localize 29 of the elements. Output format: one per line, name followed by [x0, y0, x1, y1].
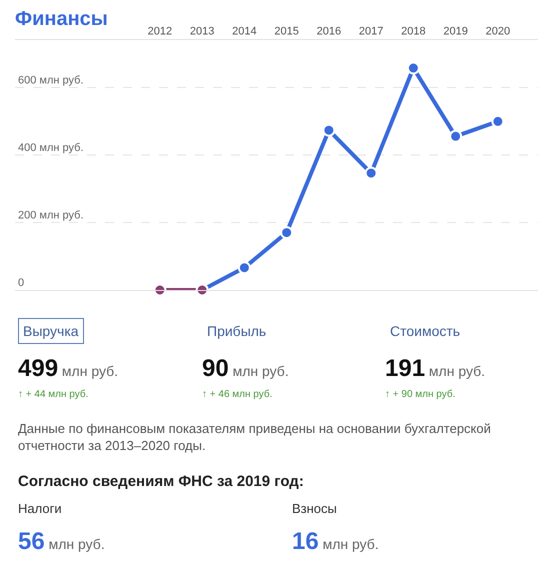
text: Данные по финансовым показателям приведены на основании бухгалтерской отчетности за 2013–2020 годы.	[18, 421, 491, 453]
text: Согласно сведениям ФНС за 2019 год:	[18, 473, 304, 490]
text: ↑ + 90 млн руб.	[385, 389, 456, 400]
x-tick-label: 2012	[148, 26, 172, 38]
text: Налоги	[18, 501, 62, 516]
text: Выручка	[23, 323, 79, 339]
x-tick-label: 2020	[486, 26, 510, 38]
chart-title: Финансы	[15, 8, 108, 30]
x-tick-label: 2015	[274, 26, 299, 38]
y-tick-label: 200 млн руб.	[18, 210, 84, 222]
text: Взносы	[292, 501, 337, 516]
x-tick-label: 2013	[190, 26, 214, 38]
x-tick-label: 2019	[443, 26, 468, 38]
text: 56 млн руб.	[18, 528, 105, 555]
x-tick-label: 2018	[401, 26, 426, 38]
text: Стоимость	[390, 323, 460, 339]
text: 191 млн руб.	[385, 355, 486, 382]
text: ↑ + 46 млн руб.	[202, 389, 272, 400]
x-tick-label: 2017	[358, 26, 384, 38]
y-tick-label: 600 млн руб.	[18, 74, 84, 86]
text: Прибыль	[207, 323, 266, 339]
y-tick-label: 0	[18, 277, 24, 290]
y-tick-label: 400 млн руб.	[18, 142, 84, 154]
text: 499 млн руб.	[18, 355, 118, 382]
x-tick-label: 2014	[232, 26, 257, 38]
text: 90 млн руб.	[202, 355, 289, 382]
x-tick-label: 2016	[316, 26, 342, 38]
text: 16 млн руб.	[292, 528, 379, 555]
text: ↑ + 44 млн руб.	[18, 389, 88, 400]
